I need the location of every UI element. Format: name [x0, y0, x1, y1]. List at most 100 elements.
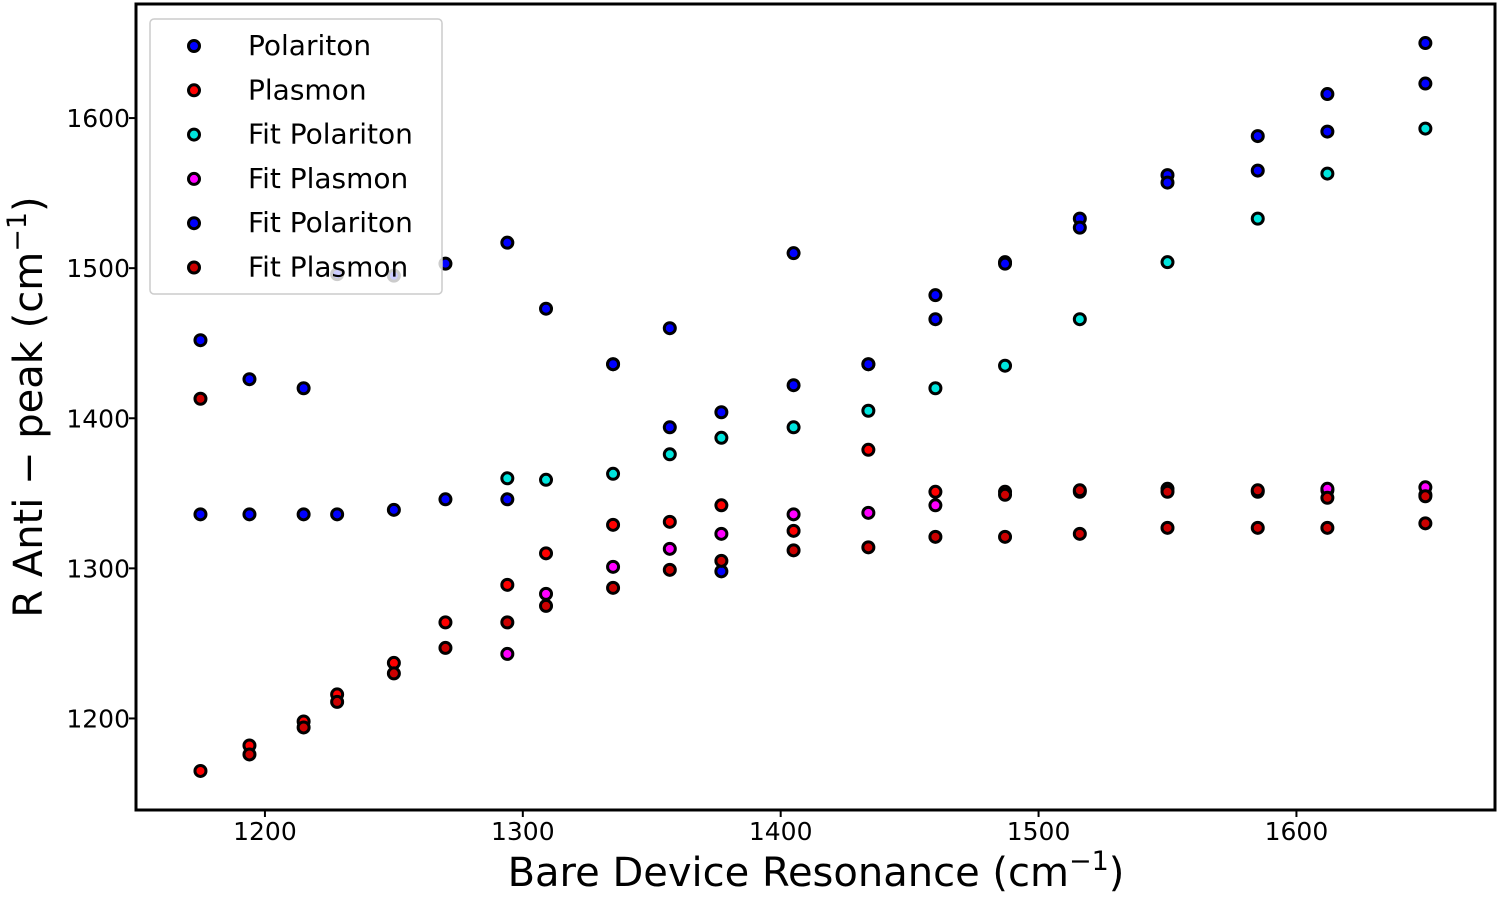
data-point: [998, 256, 1013, 271]
legend-label: Plasmon: [248, 73, 367, 106]
data-point: [861, 403, 876, 418]
data-point: [1320, 166, 1335, 181]
data-point: [1320, 124, 1335, 139]
data-point: [539, 472, 554, 487]
y-tick-label: 1400: [66, 404, 130, 433]
data-point: [786, 378, 801, 393]
legend-marker: [187, 171, 201, 186]
data-point: [193, 763, 208, 778]
data-point: [861, 540, 876, 555]
legend: Polariton Plasmon Fit Polariton Fit Plasmon…: [149, 18, 443, 295]
data-point: [193, 391, 208, 406]
data-point: [606, 357, 621, 372]
data-point: [786, 246, 801, 261]
y-tick-label: 1200: [66, 704, 130, 733]
legend-label: Polariton: [248, 29, 371, 62]
data-point: [1320, 490, 1335, 505]
data-point: [998, 529, 1013, 544]
data-point: [386, 666, 401, 681]
data-point: [438, 492, 453, 507]
legend-label: Fit Polariton: [248, 118, 413, 151]
legend-label: Fit Plasmon: [248, 251, 408, 284]
data-point: [1072, 312, 1087, 327]
data-point: [438, 615, 453, 630]
data-point: [606, 559, 621, 574]
x-tick-label: 1300: [491, 817, 555, 846]
data-point: [861, 357, 876, 372]
legend-marker: [187, 260, 201, 275]
data-point: [606, 580, 621, 595]
data-point: [861, 505, 876, 520]
x-tick-label: 1400: [749, 817, 813, 846]
data-point: [1250, 520, 1265, 535]
data-point: [928, 288, 943, 303]
data-point: [606, 466, 621, 481]
data-point: [1418, 76, 1433, 91]
data-point: [1418, 489, 1433, 504]
data-point: [662, 321, 677, 336]
data-point: [662, 541, 677, 556]
data-point: [1418, 36, 1433, 51]
series-2-points: [500, 121, 1433, 487]
data-point: [998, 487, 1013, 502]
data-point: [242, 372, 257, 387]
ticks-layer: 1200 1300 1400 1500 1600 1200 1300 1400 1500 1600: [66, 104, 1328, 846]
data-point: [500, 615, 515, 630]
data-point: [1160, 520, 1175, 535]
x-tick-label: 1200: [233, 817, 297, 846]
data-point: [662, 562, 677, 577]
data-point: [500, 492, 515, 507]
data-point: [242, 507, 257, 522]
data-point: [928, 312, 943, 327]
legend-marker: [187, 83, 201, 98]
data-point: [242, 747, 257, 762]
data-point: [386, 502, 401, 517]
y-tick-label: 1500: [66, 254, 130, 283]
data-point: [193, 333, 208, 348]
legend-marker: [187, 216, 201, 231]
data-point: [330, 507, 345, 522]
data-point: [500, 235, 515, 250]
data-point: [714, 498, 729, 513]
data-point: [786, 523, 801, 538]
series-1-points: [193, 442, 1433, 778]
data-point: [928, 529, 943, 544]
data-point: [1250, 483, 1265, 498]
plot-frame: [134, 2, 1497, 812]
data-point: [1320, 87, 1335, 102]
data-point: [1250, 163, 1265, 178]
points-layer: [193, 36, 1433, 778]
y-tick-label: 1600: [66, 104, 130, 133]
data-point: [786, 507, 801, 522]
data-point: [500, 646, 515, 661]
data-point: [714, 526, 729, 541]
legend-marker: [187, 39, 201, 53]
data-point: [1072, 220, 1087, 235]
series-4-points: [193, 76, 1433, 579]
data-point: [1250, 211, 1265, 226]
legend-marker: [187, 127, 201, 142]
data-point: [786, 543, 801, 558]
x-tick-label: 1500: [1007, 817, 1071, 846]
data-point: [500, 577, 515, 592]
data-point: [1320, 520, 1335, 535]
data-point: [662, 447, 677, 462]
legend-box: [149, 18, 443, 295]
data-point: [998, 358, 1013, 373]
data-point: [539, 598, 554, 613]
y-axis-title: R Anti − peak (cm−1): [2, 196, 52, 617]
data-point: [1250, 129, 1265, 144]
data-point: [606, 517, 621, 532]
y-tick-label: 1300: [66, 554, 130, 583]
data-point: [1418, 516, 1433, 531]
data-point: [714, 553, 729, 568]
series-5-points: [193, 391, 1433, 762]
data-point: [1160, 484, 1175, 499]
data-point: [662, 514, 677, 529]
data-point: [714, 430, 729, 445]
data-point: [330, 694, 345, 709]
data-point: [539, 586, 554, 601]
data-point: [1418, 121, 1433, 136]
data-point: [296, 720, 311, 735]
